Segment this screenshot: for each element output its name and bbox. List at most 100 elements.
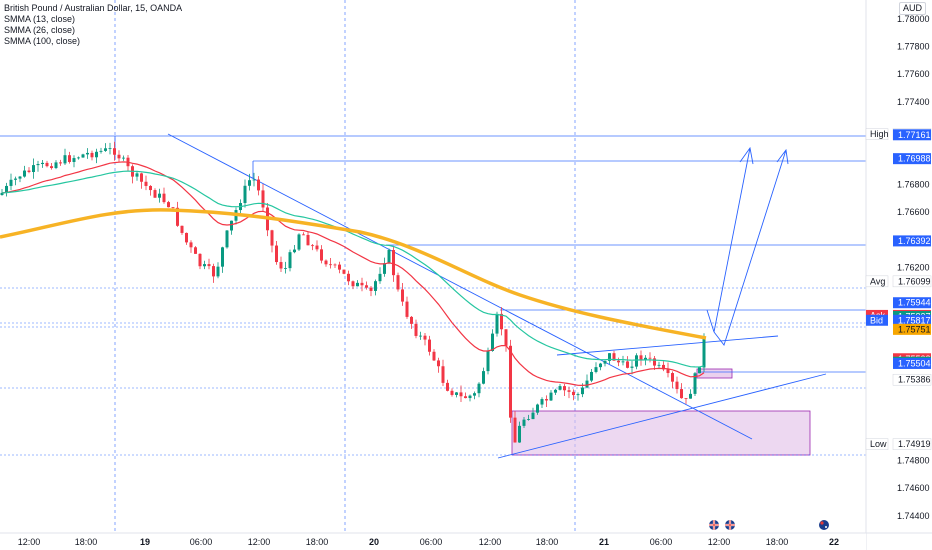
event-flag-au-icon[interactable] bbox=[818, 519, 830, 531]
time-tick-label: 22 bbox=[829, 537, 839, 547]
time-tick-label: 12:00 bbox=[18, 537, 41, 547]
indicator-smma-13[interactable]: SMMA (13, close) bbox=[4, 14, 76, 24]
candle-body bbox=[392, 250, 395, 276]
demand-zone-rect[interactable] bbox=[511, 410, 811, 456]
candle-body bbox=[428, 339, 431, 352]
candle-body bbox=[333, 264, 337, 266]
event-icons[interactable] bbox=[708, 519, 830, 531]
candle-body bbox=[396, 275, 400, 290]
price-label[interactable]: 1.76392 bbox=[893, 235, 931, 247]
price-label-value: 1.74919 bbox=[898, 439, 931, 449]
trend-line[interactable] bbox=[556, 335, 779, 356]
price-label[interactable]: 1.75817 Bid bbox=[866, 314, 931, 326]
candle-body bbox=[248, 180, 251, 186]
time-tick-label: 12:00 bbox=[248, 537, 271, 547]
candle-body bbox=[369, 287, 373, 291]
price-label-value: 1.75944 bbox=[898, 298, 931, 308]
candle-body bbox=[99, 150, 103, 152]
candle-body bbox=[374, 281, 377, 291]
candle-body bbox=[423, 335, 427, 340]
price-axis[interactable]: 1.78000 1.77800 1.77600 1.77400 1.76800 1.766… bbox=[865, 0, 932, 550]
candle-body bbox=[383, 263, 386, 274]
flag-star bbox=[820, 521, 824, 525]
price-label-tag-bg bbox=[865, 128, 889, 140]
price-label[interactable]: 1.75386 bbox=[892, 373, 932, 386]
candle-body bbox=[198, 253, 202, 267]
candle-body bbox=[225, 230, 229, 248]
candle-body bbox=[590, 371, 593, 381]
candle-body bbox=[320, 249, 323, 261]
currency-badge[interactable]: AUD bbox=[898, 2, 926, 15]
flag-circle bbox=[818, 519, 830, 531]
candle-body bbox=[617, 360, 620, 363]
candle-body bbox=[284, 268, 287, 269]
candle-body bbox=[419, 335, 422, 337]
price-label[interactable]: 1.76099 Avg bbox=[865, 275, 932, 288]
price-label[interactable]: 1.76988 bbox=[893, 153, 931, 165]
event-flag-uk-icon[interactable] bbox=[724, 519, 736, 531]
time-axis[interactable]: 12:00 18:00 19 06:00 12:00 18:00 20 06:00 12:00 1… bbox=[0, 532, 932, 550]
projection-arrow-2[interactable] bbox=[713, 148, 789, 346]
candle-body bbox=[167, 202, 170, 208]
candle-body bbox=[671, 373, 674, 382]
price-label[interactable]: 1.74919 Low bbox=[865, 438, 932, 450]
flag-cross-red bbox=[725, 520, 735, 530]
horizontal-lines[interactable] bbox=[0, 135, 866, 456]
entry-zone-rect[interactable] bbox=[696, 368, 733, 379]
time-tick-label: 06:00 bbox=[190, 537, 213, 547]
candle-body bbox=[153, 190, 157, 198]
candle-body bbox=[212, 266, 215, 277]
candle-body bbox=[698, 367, 701, 374]
candle-body bbox=[581, 387, 584, 395]
candle-body bbox=[329, 264, 332, 266]
candle-body bbox=[104, 148, 107, 151]
price-label[interactable]: 1.75751 bbox=[893, 323, 931, 335]
session-dividers bbox=[114, 0, 576, 532]
candle-body bbox=[531, 412, 535, 420]
price-label-bg bbox=[893, 153, 931, 165]
candle-body bbox=[567, 390, 571, 392]
candle-body bbox=[347, 273, 350, 282]
candles bbox=[0, 141, 706, 443]
price-label[interactable]: 1.75944 bbox=[893, 297, 931, 309]
projection-arrow-1[interactable] bbox=[706, 146, 754, 333]
candle-body bbox=[572, 391, 575, 396]
candle-body bbox=[306, 234, 310, 246]
candle-body bbox=[626, 361, 629, 368]
candle-body bbox=[113, 148, 116, 155]
candle-body bbox=[482, 371, 485, 384]
candle-body bbox=[32, 165, 35, 173]
candle-body bbox=[536, 404, 539, 413]
trend-line[interactable] bbox=[167, 133, 753, 440]
price-label-bg bbox=[893, 297, 931, 309]
candle-body bbox=[185, 232, 188, 243]
price-label[interactable]: 1.75504 bbox=[893, 357, 931, 369]
candle-body bbox=[356, 282, 359, 287]
candle-body bbox=[603, 360, 607, 364]
candle-body bbox=[23, 170, 26, 177]
time-tick-label: 12:00 bbox=[479, 537, 502, 547]
indicator-smma-100[interactable]: SMMA (100, close) bbox=[4, 36, 81, 46]
event-flag-uk-icon[interactable] bbox=[708, 519, 720, 531]
trend-lines[interactable] bbox=[167, 133, 827, 459]
price-tick-label: 1.76800 bbox=[897, 180, 930, 190]
candle-body bbox=[693, 373, 697, 394]
indicator-smma-26[interactable]: SMMA (26, close) bbox=[4, 25, 76, 35]
candle-body bbox=[122, 157, 125, 159]
projection-arrows[interactable] bbox=[706, 146, 789, 346]
symbol-title[interactable]: British Pound / Australian Dollar, 15, O… bbox=[4, 3, 183, 13]
candle-body bbox=[45, 162, 49, 167]
candle-body bbox=[261, 190, 265, 208]
candle-body bbox=[81, 154, 85, 158]
price-label[interactable]: 1.77161 bbox=[893, 129, 931, 141]
trend-line[interactable] bbox=[497, 373, 827, 459]
candle-body bbox=[644, 357, 647, 360]
smma-100-line bbox=[0, 208, 707, 340]
candle-body bbox=[648, 357, 652, 359]
price-tick-label: 1.78000 bbox=[897, 14, 930, 24]
candle-body bbox=[365, 285, 368, 288]
candle-body bbox=[621, 361, 625, 363]
candle-body bbox=[18, 176, 22, 179]
smma-13-line bbox=[1, 161, 705, 387]
